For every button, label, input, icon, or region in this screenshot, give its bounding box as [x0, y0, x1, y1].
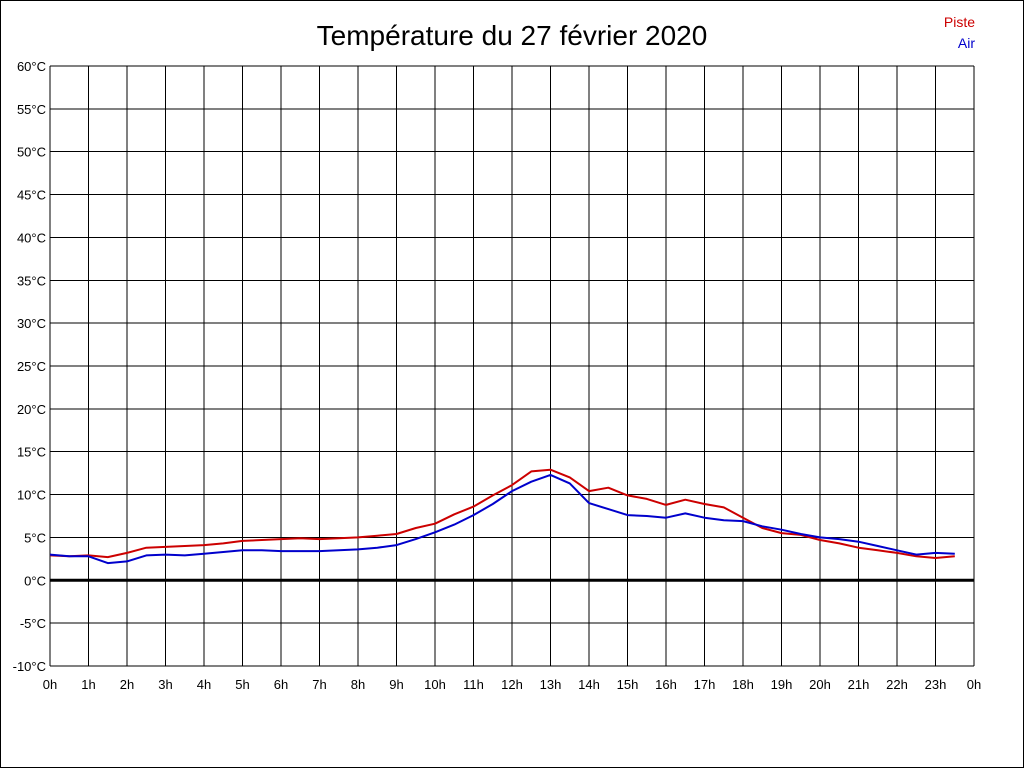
x-tick-label: 12h: [501, 677, 523, 692]
y-tick-label: 15°C: [17, 445, 46, 460]
grid: [49, 65, 975, 667]
x-tick-label: 6h: [274, 677, 288, 692]
x-tick-label: 8h: [351, 677, 365, 692]
legend: Piste Air: [944, 14, 975, 51]
x-tick-label: 17h: [694, 677, 716, 692]
y-tick-label: 0°C: [24, 573, 46, 588]
x-tick-label: 19h: [771, 677, 793, 692]
y-tick-label: 25°C: [17, 359, 46, 374]
x-tick-label: 0h: [43, 677, 57, 692]
x-tick-label: 23h: [925, 677, 947, 692]
x-tick-label: 0h: [967, 677, 981, 692]
x-tick-label: 13h: [540, 677, 562, 692]
x-axis-ticks: 0h 1h 2h 3h 4h 5h 6h 7h 8h 9h 10h 11h 12h 13h 14h 15h 16…: [43, 677, 981, 692]
x-tick-label: 4h: [197, 677, 211, 692]
y-tick-label: 10°C: [17, 488, 46, 503]
x-tick-label: 7h: [312, 677, 326, 692]
y-tick-label: 35°C: [17, 273, 46, 288]
y-tick-label: -5°C: [20, 616, 46, 631]
y-axis-ticks: -10°C -5°C 0°C 5°C 10°C 15°C 20°C 25°C 30°C 35°C 4…: [13, 59, 46, 674]
x-tick-label: 9h: [389, 677, 403, 692]
y-tick-label: 60°C: [17, 59, 46, 74]
y-tick-label: 20°C: [17, 402, 46, 417]
legend-entry-air: Air: [958, 35, 975, 51]
y-tick-label: 45°C: [17, 188, 46, 203]
series-line-piste: [49, 468, 955, 559]
x-tick-label: 22h: [886, 677, 908, 692]
x-tick-label: 14h: [578, 677, 600, 692]
series-line-air: [49, 473, 955, 565]
x-tick-label: 11h: [463, 677, 484, 692]
x-tick-label: 20h: [809, 677, 831, 692]
legend-entry-piste: Piste: [944, 14, 975, 30]
x-tick-label: 16h: [655, 677, 677, 692]
x-tick-label: 5h: [235, 677, 249, 692]
x-tick-label: 15h: [617, 677, 639, 692]
x-tick-label: 1h: [81, 677, 95, 692]
y-tick-label: 50°C: [17, 145, 46, 160]
x-tick-label: 10h: [424, 677, 446, 692]
x-tick-label: 3h: [158, 677, 172, 692]
x-tick-label: 2h: [120, 677, 134, 692]
y-tick-label: -10°C: [13, 659, 46, 674]
x-tick-label: 18h: [732, 677, 754, 692]
y-tick-label: 5°C: [24, 530, 46, 545]
series-lines: [49, 468, 955, 565]
y-tick-label: 40°C: [17, 230, 46, 245]
x-tick-label: 21h: [848, 677, 870, 692]
y-tick-label: 55°C: [17, 102, 46, 117]
y-tick-label: 30°C: [17, 316, 46, 331]
chart-title: Température du 27 février 2020: [317, 20, 708, 51]
